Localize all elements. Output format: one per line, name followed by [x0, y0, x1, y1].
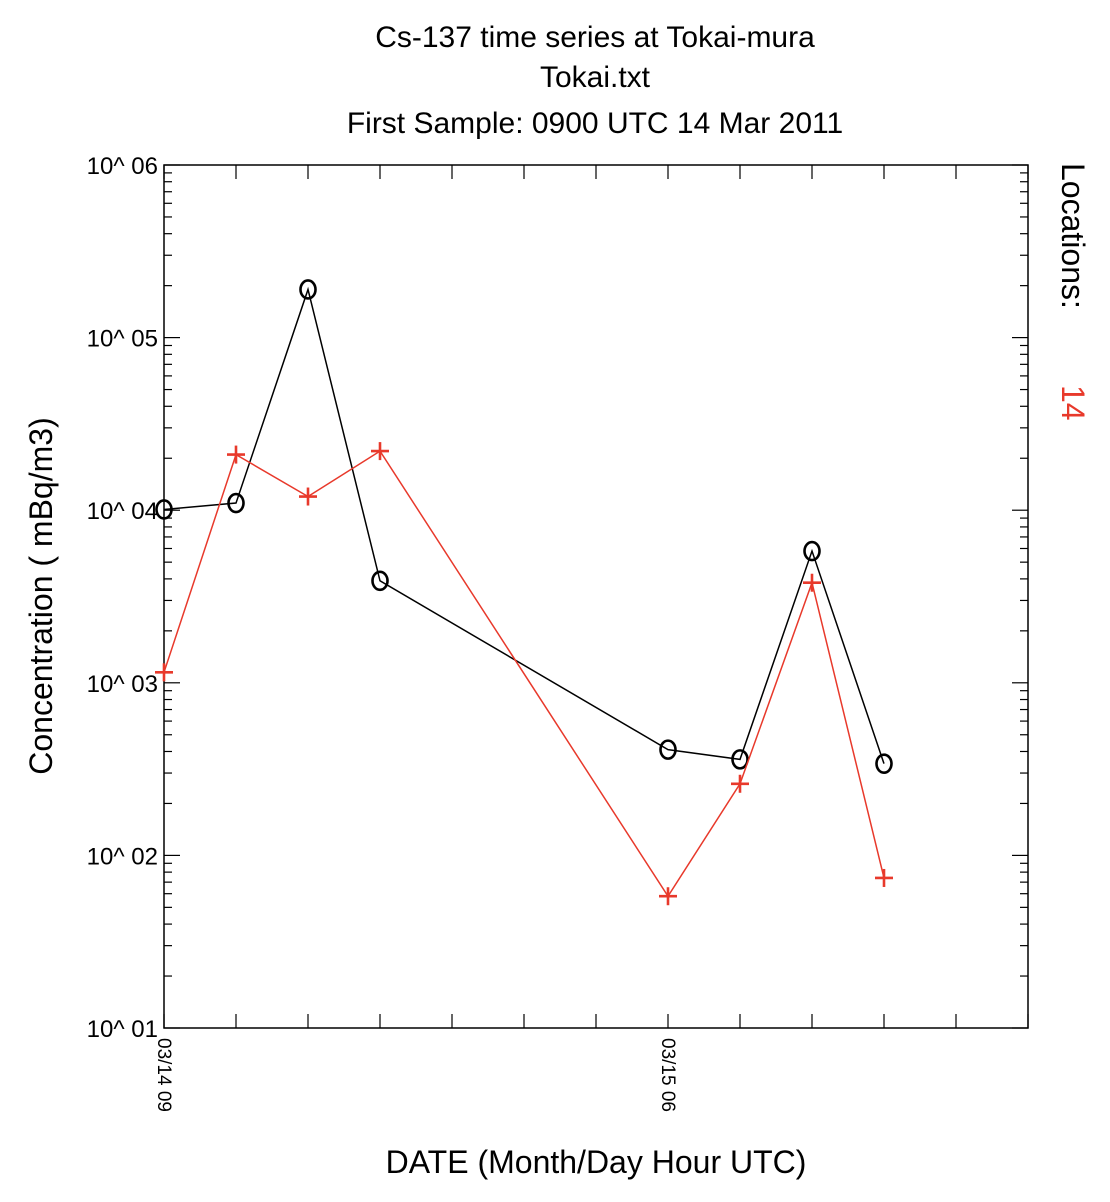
series-1-point [227, 492, 245, 514]
series-2-point [227, 445, 245, 464]
series-1-point [371, 570, 389, 592]
x-tick-label: 03/14 09 [153, 1038, 174, 1112]
y-tick-label: 10^ 06 [87, 153, 158, 180]
locations-count: 14 [1055, 385, 1091, 421]
chart-subtitle: Tokai.txt [539, 61, 651, 94]
series-1-point [731, 749, 749, 770]
chart-title: Cs-137 time series at Tokai-mura [375, 21, 815, 54]
series-2-point [371, 442, 389, 461]
y-axis-label: Concentration ( mBq/m3) [23, 417, 59, 774]
chart-subtitle-first-sample: First Sample: 0900 UTC 14 Mar 2011 [346, 107, 844, 140]
series-1-point [659, 739, 677, 760]
y-tick-label: 10^ 05 [87, 326, 158, 353]
y-tick-label: 10^ 02 [87, 843, 158, 870]
series-2-point [659, 887, 677, 906]
x-axis-label: DATE (Month/Day Hour UTC) [386, 1144, 807, 1180]
y-tick-label: 10^ 03 [87, 671, 158, 698]
x-tick-label: 03/15 06 [657, 1038, 678, 1112]
series-2-line [163, 450, 885, 898]
series-1-point [875, 753, 893, 774]
series-2-point [299, 487, 317, 506]
series-2-point [155, 663, 173, 682]
series-1-line [163, 286, 885, 764]
series-2-point [731, 774, 749, 793]
series-1-point [803, 540, 821, 562]
y-tick-label: 10^ 01 [87, 1016, 158, 1043]
series-2-point [875, 868, 893, 887]
series-1-point [299, 279, 317, 300]
series-1-point [155, 499, 173, 520]
plot-frame [163, 164, 1029, 1029]
y-tick-label: 10^ 04 [87, 498, 158, 525]
series-2-point [803, 573, 821, 592]
locations-label: Locations: [1055, 163, 1091, 309]
